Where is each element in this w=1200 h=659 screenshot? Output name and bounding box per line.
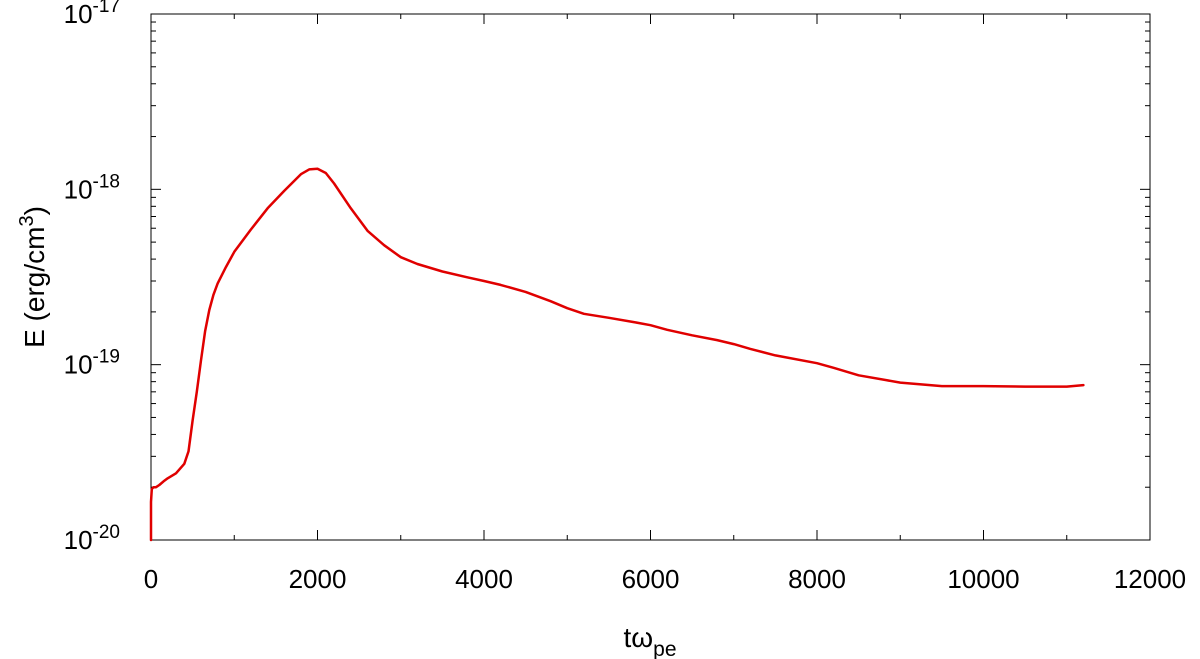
x-tick-labels: 0 2000 4000 6000 8000 10000 12000 (144, 564, 1186, 594)
y-tick-label: 10-19 (64, 347, 120, 380)
x-tick-label: 6000 (622, 564, 680, 594)
x-tick-label: 2000 (289, 564, 347, 594)
plot-frame (150, 13, 1151, 541)
y-axis-label: E (erg/cm3) (16, 206, 50, 348)
y-tick-label: 10-18 (64, 171, 120, 204)
x-tick-label: 4000 (455, 564, 513, 594)
series-line (149, 167, 1085, 542)
y-tick-label: 10-20 (64, 522, 120, 555)
x-tick-label: 12000 (1114, 564, 1186, 594)
y-tick-labels: 10-20 10-19 10-18 10-17 (64, 0, 120, 555)
x-tick-label: 8000 (788, 564, 846, 594)
x-axis-label: tωpe (624, 622, 677, 659)
x-tick-label: 0 (144, 564, 158, 594)
axis-ticks (150, 13, 1151, 541)
y-tick-label: 10-17 (64, 0, 120, 29)
x-tick-label: 10000 (947, 564, 1019, 594)
